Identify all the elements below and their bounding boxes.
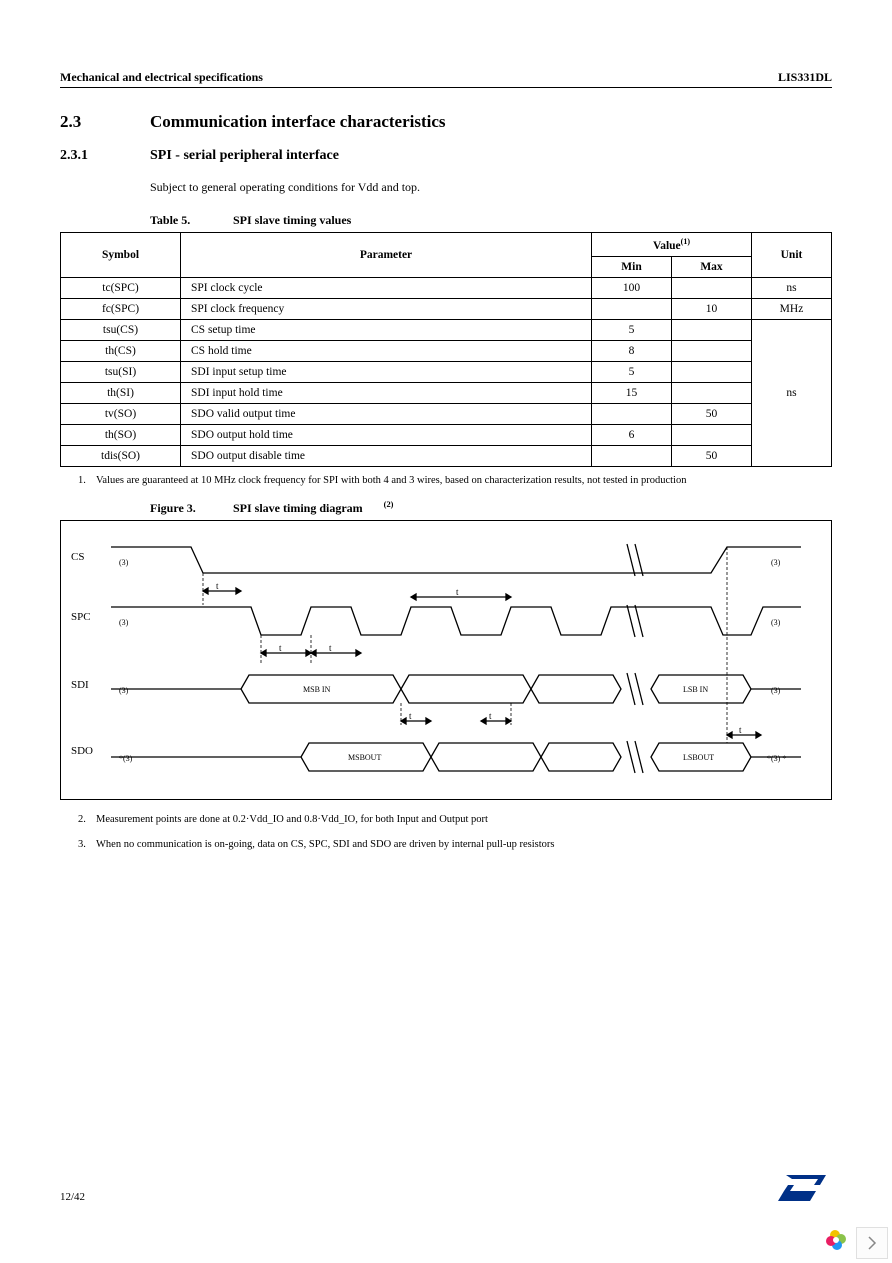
header-rule — [60, 87, 832, 88]
footnote-1: 1. Values are guaranteed at 10 MHz clock… — [78, 475, 832, 486]
header-left: Mechanical and electrical specifications — [60, 70, 263, 85]
svg-text:MSBOUT: MSBOUT — [348, 753, 381, 762]
table-row: tc(SPC)SPI clock cycle100ns — [61, 277, 832, 298]
th-unit: Unit — [752, 233, 832, 278]
st-logo — [776, 1169, 832, 1203]
svg-text:t: t — [279, 643, 282, 653]
svg-text:*(3): *(3) — [119, 754, 133, 763]
th-value: Value(1) — [592, 233, 752, 257]
svg-text:(3): (3) — [119, 686, 129, 695]
th-symbol: Symbol — [61, 233, 181, 278]
svg-text:(3): (3) — [119, 618, 129, 627]
svg-text:t: t — [329, 643, 332, 653]
svg-text:(3): (3) — [771, 558, 781, 567]
table-row: tsu(CS)CS setup time5ns — [61, 319, 832, 340]
next-button[interactable] — [856, 1227, 888, 1259]
header-right: LIS331DL — [778, 70, 832, 85]
sig-cs: CS — [71, 551, 84, 563]
subsection-note: Subject to general operating conditions … — [150, 180, 832, 195]
svg-text:LSBOUT: LSBOUT — [683, 753, 714, 762]
page-number: 12/42 — [60, 1191, 85, 1203]
svg-text:(3): (3) — [119, 558, 129, 567]
figure3-caption: Figure 3. SPI slave timing diagram (2) — [150, 500, 832, 516]
flower-icon — [822, 1226, 850, 1259]
chevron-right-icon — [867, 1236, 877, 1250]
th-min: Min — [592, 256, 672, 277]
table5-caption: Table 5. SPI slave timing values — [150, 213, 832, 228]
table-row: th(SO)SDO output hold time6 — [61, 424, 832, 445]
nav-widget — [822, 1226, 888, 1259]
svg-text:t: t — [489, 711, 492, 721]
subsection-title: SPI - serial peripheral interface — [150, 148, 339, 164]
svg-text:(3): (3) — [771, 618, 781, 627]
svg-text:(3): (3) — [771, 686, 781, 695]
svg-text:t: t — [739, 725, 742, 735]
sig-sdi: SDI — [71, 679, 89, 691]
svg-text:LSB IN: LSB IN — [683, 685, 708, 694]
table-row: fc(SPC)SPI clock frequency10MHz — [61, 298, 832, 319]
table-row: tsu(SI)SDI input setup time5 — [61, 361, 832, 382]
sig-sdo: SDO — [71, 745, 93, 757]
svg-text:*(3) *: *(3) * — [767, 754, 786, 763]
th-parameter: Parameter — [181, 233, 592, 278]
footnote-2: 2. Measurement points are done at 0.2·Vd… — [78, 814, 832, 825]
table-row: tdis(SO)SDO output disable time50 — [61, 445, 832, 466]
footnote-3: 3. When no communication is on-going, da… — [78, 839, 832, 850]
table-row: th(CS)CS hold time8 — [61, 340, 832, 361]
svg-text:t: t — [456, 587, 459, 597]
section-number: 2.3 — [60, 112, 150, 132]
sig-spc: SPC — [71, 611, 91, 623]
section-title: Communication interface characteristics — [150, 112, 446, 132]
timing-svg: (3) (3) t (3) (3) t t t MSB IN LSB IN (3) (3) t t MSBO… — [111, 535, 801, 787]
th-max: Max — [672, 256, 752, 277]
table5: Symbol Parameter Value(1) Unit Min Max t… — [60, 232, 832, 467]
svg-text:t: t — [409, 711, 412, 721]
timing-diagram: CS SPC SDI SDO (3) (3) t (3) (3) t t t MSB IN LSB… — [60, 520, 832, 800]
subsection-number: 2.3.1 — [60, 148, 150, 164]
table-row: tv(SO)SDO valid output time50 — [61, 403, 832, 424]
svg-text:MSB IN: MSB IN — [303, 685, 331, 694]
svg-text:t: t — [216, 581, 219, 591]
table-row: th(SI)SDI input hold time15 — [61, 382, 832, 403]
